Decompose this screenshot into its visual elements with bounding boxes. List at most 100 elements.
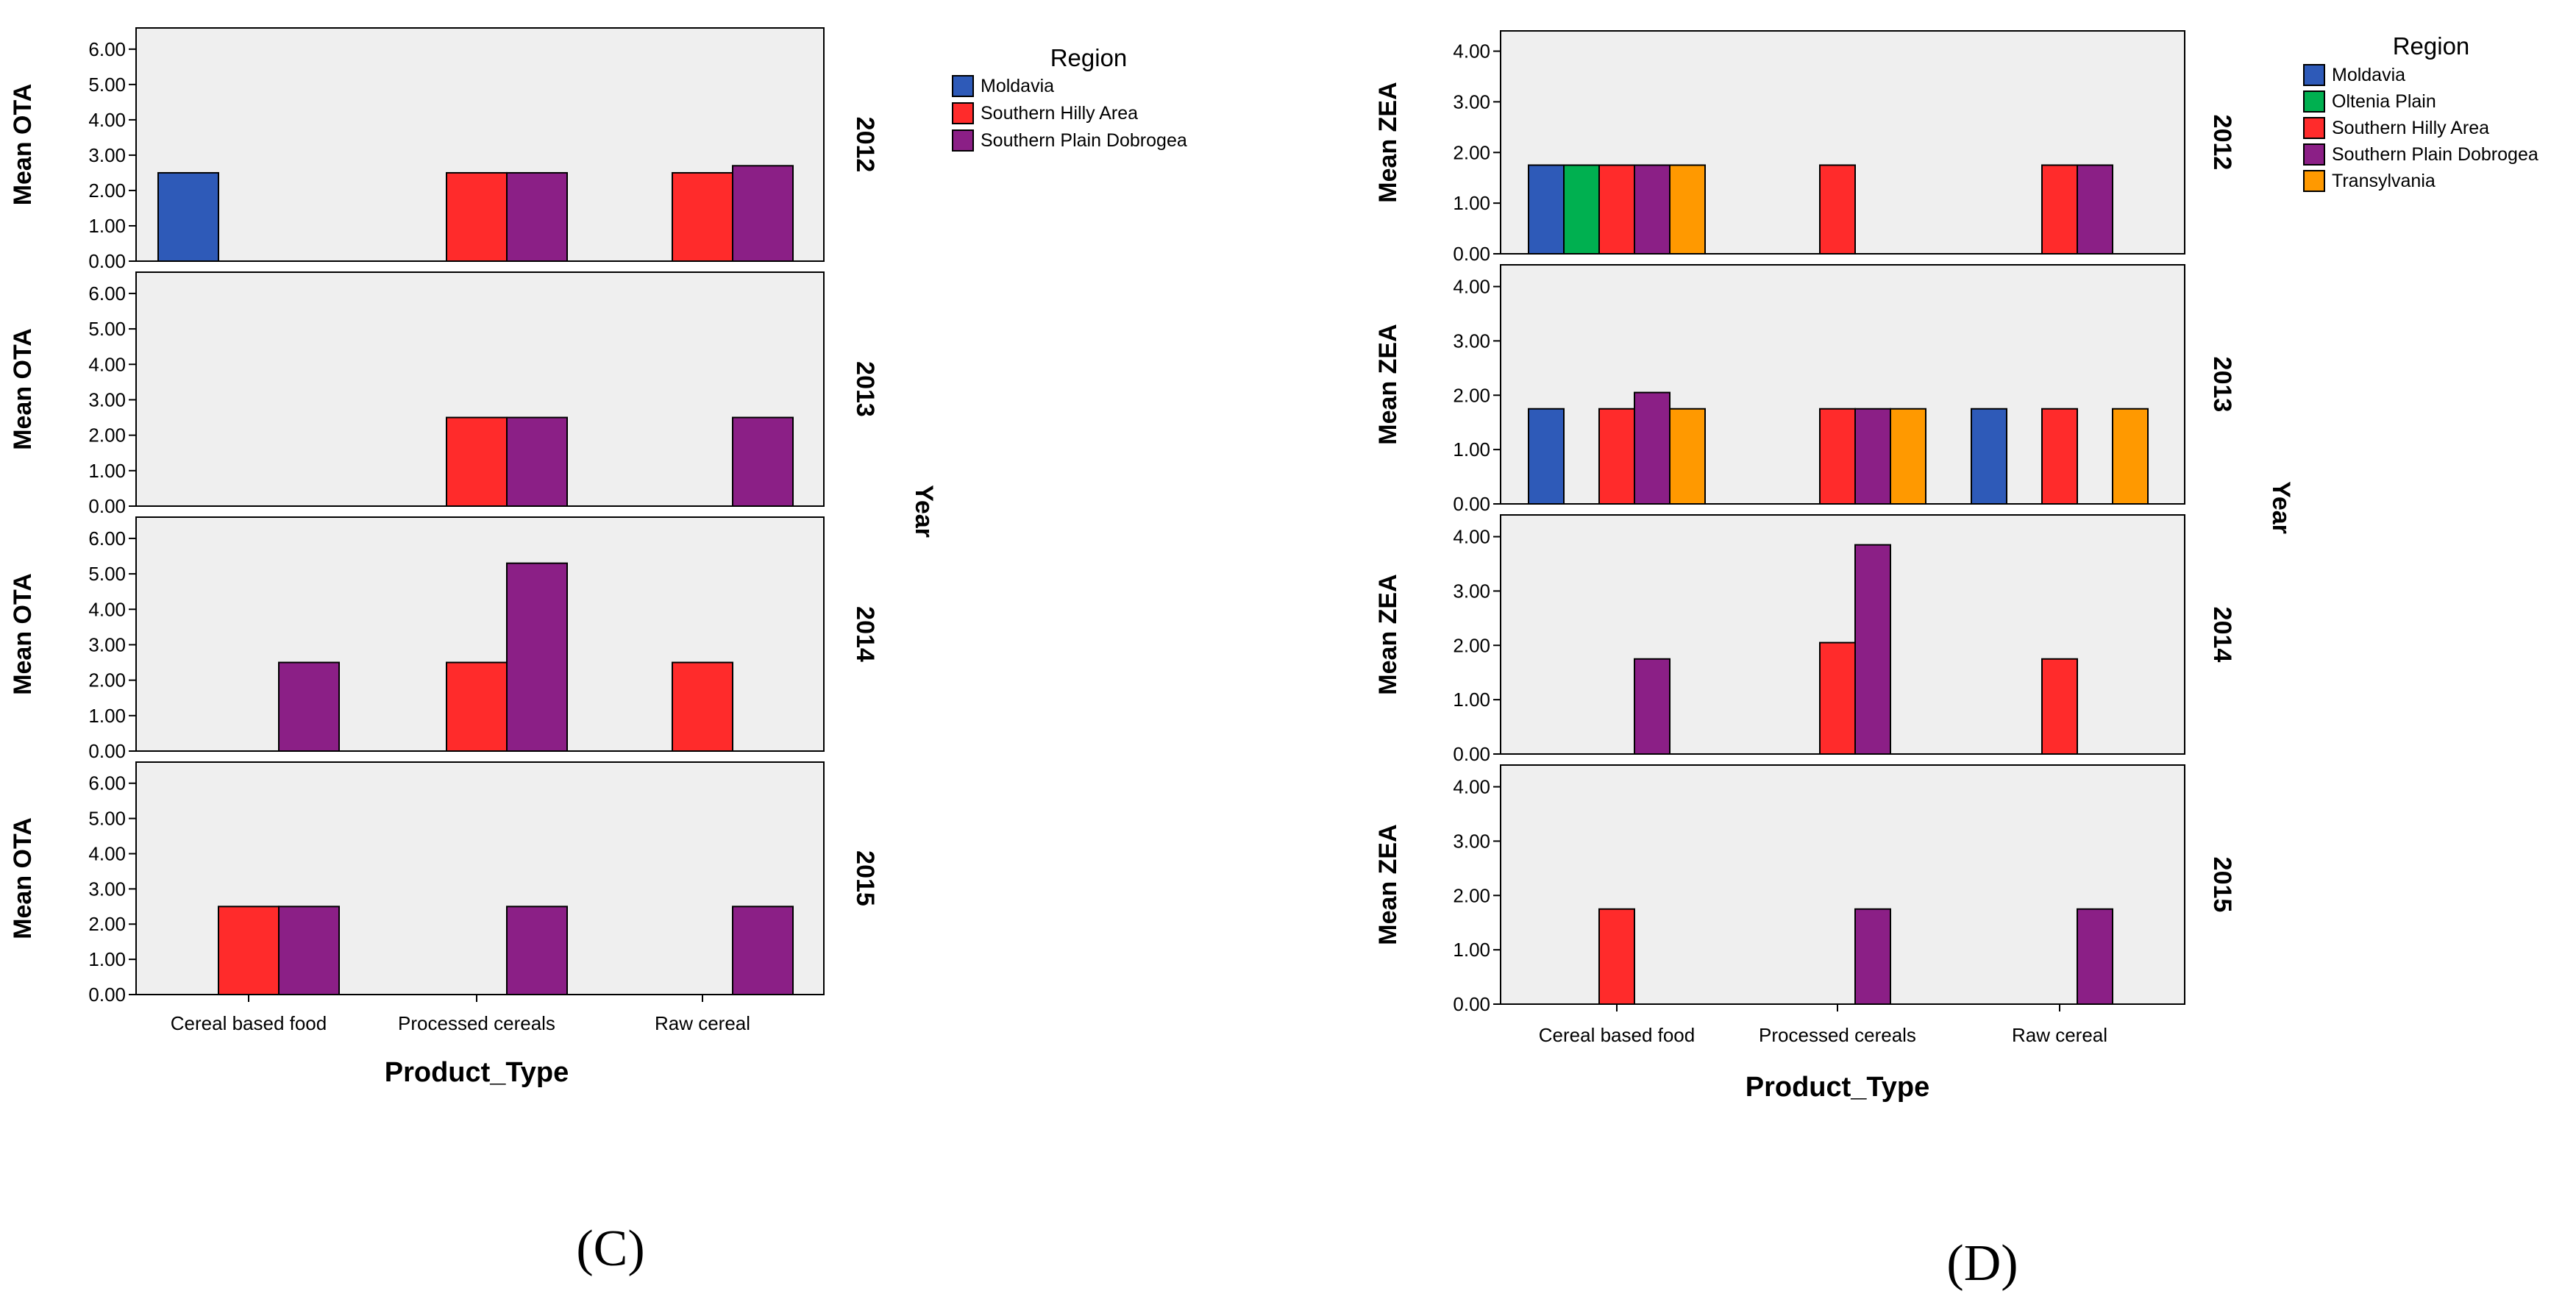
facet-panel-2015: 0.00 1.00 2.00 3.00 4.00 Mean ZEA 2015 xyxy=(1374,764,2236,1015)
y-tick-label: 6.00 xyxy=(88,38,126,60)
y-tick-label: 4.00 xyxy=(1453,776,1490,798)
y-tick-label: 0.00 xyxy=(88,495,126,517)
facet-year-label: 2014 xyxy=(851,606,879,662)
y-tick-label: 4.00 xyxy=(1453,40,1490,63)
bar xyxy=(1669,408,1706,505)
facet-panel-2012: 0.00 1.00 2.00 3.00 4.00 5.00 6.00 Mean OTA 2012 xyxy=(9,27,879,272)
y-tick-label: 0.00 xyxy=(1453,993,1490,1015)
bar xyxy=(278,906,340,995)
y-tick-label: 4.00 xyxy=(88,842,126,864)
bar xyxy=(1890,408,1926,505)
bar xyxy=(2041,408,2078,505)
legend-entry: Southern Hilly Area xyxy=(981,103,1138,124)
bar xyxy=(732,416,794,508)
bar xyxy=(446,661,508,753)
bar xyxy=(672,661,733,753)
facet-panel-2013: 0.00 1.00 2.00 3.00 4.00 5.00 6.00 Mean OTA 2013 xyxy=(9,271,879,517)
facet-panel-2014: 0.00 1.00 2.00 3.00 4.00 Mean ZEA 2014 xyxy=(1374,514,2236,765)
x-tick-label: Processed cereals xyxy=(1759,1024,1916,1046)
panel-label: (D) xyxy=(1946,1235,2018,1292)
bar xyxy=(1819,164,1856,255)
bar xyxy=(1854,908,1891,1006)
y-axis-label: Mean ZEA xyxy=(1374,574,1402,694)
y-tick-label: 0.00 xyxy=(88,250,126,272)
bar xyxy=(2112,408,2149,505)
y-tick-label: 2.00 xyxy=(88,669,126,691)
bar xyxy=(1563,164,1600,255)
y-tick-label: 2.00 xyxy=(88,913,126,935)
legend-swatch xyxy=(2303,90,2325,113)
legend-entry: Moldavia xyxy=(2332,65,2405,85)
bar xyxy=(1634,164,1671,255)
legend-title: Region xyxy=(2393,32,2470,60)
facet-year-label: 2013 xyxy=(2208,357,2236,413)
y-tick-label: 3.00 xyxy=(1453,90,1490,113)
bar xyxy=(506,171,568,262)
bar xyxy=(1528,408,1565,505)
facet-axis-label: Year xyxy=(910,485,938,538)
y-tick-label: 5.00 xyxy=(88,318,126,340)
y-tick-label: 4.00 xyxy=(1453,526,1490,548)
facet-year-label: 2013 xyxy=(851,361,879,417)
bar xyxy=(1598,164,1635,255)
y-tick-label: 1.00 xyxy=(1453,192,1490,214)
x-axis-label: Product_Type xyxy=(1746,1072,1930,1103)
bar xyxy=(506,416,568,508)
facet-year-label: 2015 xyxy=(2208,857,2236,913)
y-tick-label: 3.00 xyxy=(88,144,126,166)
legend-entry: Southern Hilly Area xyxy=(2332,118,2489,138)
y-tick-label: 1.00 xyxy=(1453,438,1490,461)
legend-entry: Oltenia Plain xyxy=(2332,91,2436,112)
y-tick-label: 1.00 xyxy=(88,948,126,970)
y-tick-label: 0.00 xyxy=(88,740,126,762)
y-tick-label: 6.00 xyxy=(88,282,126,305)
y-tick-label: 4.00 xyxy=(88,353,126,375)
legend-swatch xyxy=(2303,143,2325,166)
x-tick-label: Raw cereal xyxy=(2012,1024,2107,1046)
y-tick-label: 0.00 xyxy=(1453,743,1490,765)
panel-label: (C) xyxy=(576,1220,644,1277)
y-tick-label: 1.00 xyxy=(1453,939,1490,961)
y-tick-label: 3.00 xyxy=(88,633,126,655)
y-tick-label: 2.00 xyxy=(1453,384,1490,406)
bar xyxy=(446,416,508,508)
bar xyxy=(1598,408,1635,505)
bar xyxy=(1634,391,1671,505)
bar xyxy=(218,906,280,995)
facet-year-label: 2014 xyxy=(2208,607,2236,663)
y-tick-label: 3.00 xyxy=(1453,580,1490,602)
bar xyxy=(1528,164,1565,255)
y-tick-label: 1.00 xyxy=(1453,689,1490,711)
legend-title: Region xyxy=(1050,44,1128,71)
bar xyxy=(1669,164,1706,255)
y-axis-label: Mean OTA xyxy=(9,573,37,695)
y-tick-label: 6.00 xyxy=(88,527,126,550)
bar xyxy=(1819,408,1856,505)
y-tick-label: 2.00 xyxy=(1453,141,1490,163)
bar xyxy=(1819,641,1856,755)
bar xyxy=(2077,164,2113,255)
y-tick-label: 2.00 xyxy=(1453,884,1490,906)
bar xyxy=(732,906,794,995)
facet-panel-2013: 0.00 1.00 2.00 3.00 4.00 Mean ZEA 2013 xyxy=(1374,264,2236,515)
y-axis-label: Mean OTA xyxy=(9,328,37,450)
y-tick-label: 5.00 xyxy=(88,808,126,830)
bar xyxy=(1854,408,1891,505)
bar xyxy=(157,171,219,262)
legend-entry: Southern Plain Dobrogea xyxy=(981,130,1187,151)
bar xyxy=(2041,658,2078,755)
chart-c: 0.00 1.00 2.00 3.00 4.00 5.00 6.00 Mean OTA 2012… xyxy=(9,27,1187,1277)
bar xyxy=(1854,544,1891,755)
y-tick-label: 4.00 xyxy=(1453,276,1490,298)
y-tick-label: 2.00 xyxy=(88,179,126,202)
facet-axis-label: Year xyxy=(2267,481,2295,534)
facet-panel-2012: 0.00 1.00 2.00 3.00 4.00 Mean ZEA 2012 xyxy=(1374,30,2236,265)
bar xyxy=(1598,908,1635,1006)
y-tick-label: 1.00 xyxy=(88,705,126,727)
y-tick-label: 4.00 xyxy=(88,109,126,131)
y-axis-label: Mean ZEA xyxy=(1374,824,1402,945)
bar xyxy=(506,562,568,752)
bar xyxy=(672,171,733,262)
bar xyxy=(732,165,794,262)
facet-year-label: 2012 xyxy=(2208,115,2236,171)
